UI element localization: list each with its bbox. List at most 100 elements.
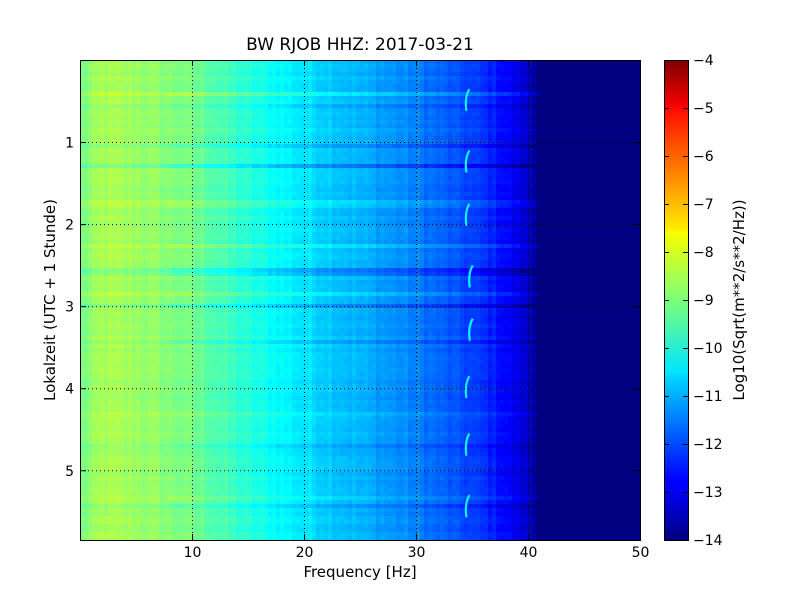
- spectrogram-cell: [552, 96, 557, 101]
- spectrogram-cell: [480, 88, 485, 93]
- spectrogram-cell: [624, 104, 629, 109]
- spectrogram-cell: [504, 124, 509, 129]
- spectrogram-cell: [300, 136, 305, 141]
- spectrogram-cell: [212, 116, 217, 121]
- spectrogram-cell: [228, 156, 233, 161]
- spectrogram-cell: [300, 80, 305, 85]
- spectrogram-cell: [424, 156, 429, 161]
- spectrogram-cell: [512, 92, 517, 97]
- spectrogram-cell: [436, 92, 441, 97]
- spectrogram-cell: [188, 72, 193, 77]
- spectrogram-cell: [376, 72, 381, 77]
- spectrogram-cell: [256, 124, 261, 129]
- spectrogram-cell: [532, 104, 537, 109]
- spectrogram-cell: [180, 112, 185, 117]
- spectrogram-cell: [100, 64, 105, 69]
- spectrogram-cell: [412, 200, 417, 205]
- spectrogram-cell: [152, 64, 157, 69]
- spectrogram-cell: [596, 192, 601, 197]
- spectrogram-cell: [232, 192, 237, 197]
- spectrogram-cell: [128, 116, 133, 121]
- spectrogram-cell: [416, 124, 421, 129]
- spectrogram-cell: [476, 88, 481, 93]
- spectrogram-cell: [520, 168, 525, 173]
- spectrogram-cell: [128, 72, 133, 77]
- spectrogram-cell: [424, 176, 429, 181]
- spectrogram-cell: [248, 76, 253, 81]
- spectrogram-cell: [244, 176, 249, 181]
- spectrogram-cell: [384, 80, 389, 85]
- spectrogram-cell: [276, 92, 281, 97]
- spectrogram-cell: [472, 148, 477, 153]
- spectrogram-cell: [392, 140, 397, 145]
- spectrogram-cell: [180, 160, 185, 165]
- spectrogram-cell: [220, 164, 225, 169]
- spectrogram-cell: [160, 136, 165, 141]
- spectrogram-cell: [536, 96, 541, 101]
- spectrogram-cell: [616, 140, 621, 145]
- spectrogram-cell: [488, 68, 493, 73]
- spectrogram-cell: [500, 128, 505, 133]
- spectrogram-cell: [104, 176, 109, 181]
- spectrogram-cell: [528, 88, 533, 93]
- spectrogram-cell: [188, 128, 193, 133]
- spectrogram-cell: [240, 100, 245, 105]
- spectrogram-cell: [176, 124, 181, 129]
- spectrogram-cell: [412, 76, 417, 81]
- spectrogram-cell: [200, 96, 205, 101]
- spectrogram-cell: [164, 176, 169, 181]
- spectrogram-cell: [528, 120, 533, 125]
- spectrogram-cell: [320, 92, 325, 97]
- spectrogram-cell: [228, 128, 233, 133]
- spectrogram-cell: [608, 188, 613, 193]
- spectrogram-cell: [476, 160, 481, 165]
- spectrogram-cell: [628, 168, 633, 173]
- spectrogram-cell: [456, 100, 461, 105]
- spectrogram-cell: [612, 100, 617, 105]
- spectrogram-cell: [388, 116, 393, 121]
- spectrogram-cell: [484, 172, 489, 177]
- spectrogram-cell: [280, 192, 285, 197]
- spectrogram-cell: [568, 192, 573, 197]
- spectrogram-cell: [172, 116, 177, 121]
- spectrogram-cell: [628, 148, 633, 153]
- spectrogram-cell: [424, 152, 429, 157]
- spectrogram-cell: [152, 144, 157, 149]
- spectrogram-cell: [120, 152, 125, 157]
- spectrogram-cell: [360, 100, 365, 105]
- spectrogram-cell: [160, 180, 165, 185]
- spectrogram-cell: [428, 64, 433, 69]
- spectrogram-cell: [532, 132, 537, 137]
- spectrogram-cell: [332, 88, 337, 93]
- spectrogram-cell: [148, 192, 153, 197]
- spectrogram-cell: [252, 84, 257, 89]
- spectrogram-cell: [344, 76, 349, 81]
- spectrogram-cell: [224, 72, 229, 77]
- spectrogram-cell: [512, 160, 517, 165]
- spectrogram-cell: [184, 132, 189, 137]
- spectrogram-cell: [624, 72, 629, 77]
- spectrogram-cell: [536, 156, 541, 161]
- spectrogram-cell: [256, 184, 261, 189]
- spectrogram-cell: [576, 116, 581, 121]
- spectrogram-cell: [284, 160, 289, 165]
- spectrogram-cell: [568, 172, 573, 177]
- spectrogram-cell: [324, 200, 329, 205]
- spectrogram-cell: [172, 84, 177, 89]
- spectrogram-cell: [372, 112, 377, 117]
- spectrogram-cell: [332, 104, 337, 109]
- spectrogram-cell: [392, 120, 397, 125]
- spectrogram-cell: [84, 180, 89, 185]
- spectrogram-cell: [328, 192, 333, 197]
- spectrogram-cell: [304, 192, 309, 197]
- spectrogram-cell: [144, 88, 149, 93]
- spectrogram-cell: [532, 160, 537, 165]
- spectrogram-cell: [460, 132, 465, 137]
- spectrogram-cell: [80, 172, 85, 177]
- spectrogram-cell: [456, 188, 461, 193]
- spectrogram-cell: [296, 108, 301, 113]
- spectrogram-cell: [264, 188, 269, 193]
- spectrogram-cell: [84, 76, 89, 81]
- spectrogram-cell: [196, 60, 201, 65]
- spectrogram-cell: [332, 176, 337, 181]
